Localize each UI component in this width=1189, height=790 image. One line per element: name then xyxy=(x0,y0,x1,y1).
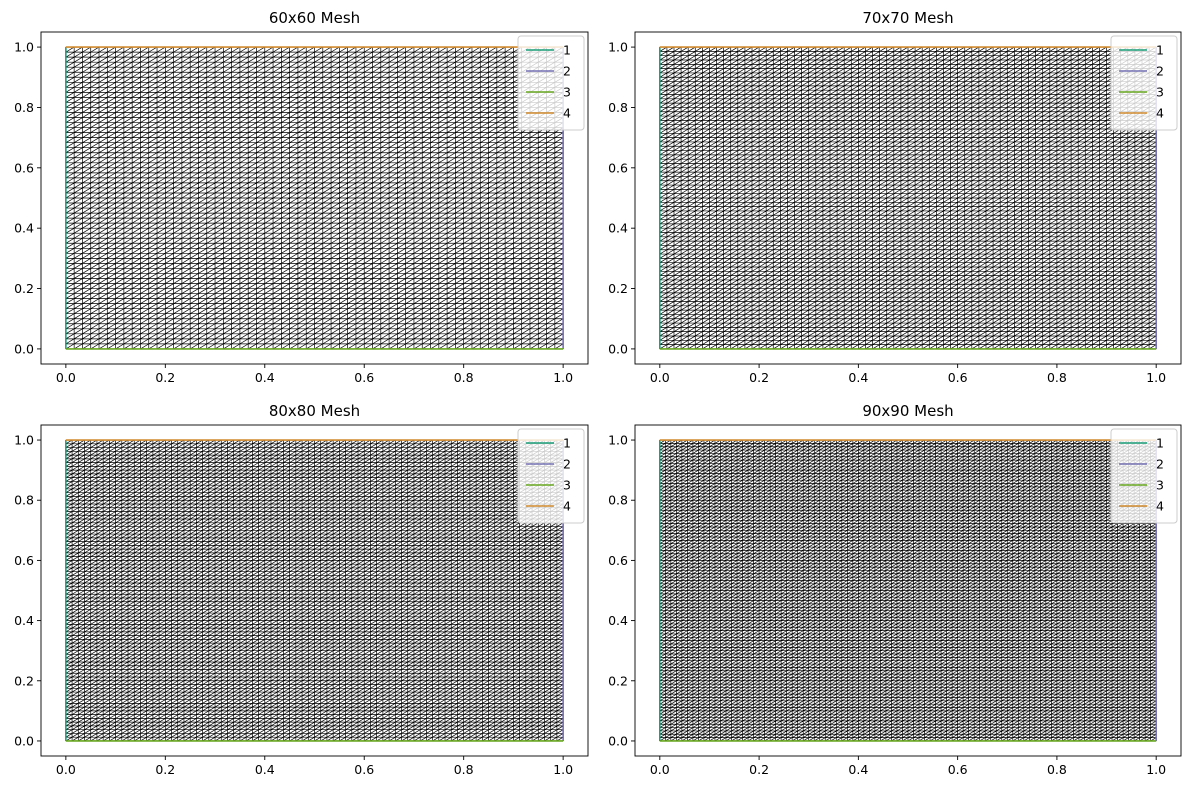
y-tick-label: 0.0 xyxy=(14,733,34,748)
legend-label-1: 1 xyxy=(563,43,571,58)
x-tick-label: 0.6 xyxy=(948,762,968,777)
legend-box xyxy=(1110,35,1178,131)
x-tick-label: 0.4 xyxy=(255,370,275,385)
x-tick-label: 0.2 xyxy=(749,370,769,385)
mesh-elements xyxy=(659,439,1157,742)
y-tick-label: 0.4 xyxy=(14,221,34,236)
x-tick-label: 0.6 xyxy=(948,370,968,385)
y-tick-label: 0.8 xyxy=(14,493,34,508)
legend-box xyxy=(517,35,585,131)
mesh-panel-2: 0.0 0.2 0.4 0.6 0.8 1.0 0.0 0.2 0.4 0.6 0.8 1.0 70x7… xyxy=(608,9,1182,385)
x-tick-label: 0.8 xyxy=(1047,762,1067,777)
y-tick-label: 0.0 xyxy=(608,733,628,748)
panel-title: 60x60 Mesh xyxy=(269,9,360,27)
y-tick-label: 0.4 xyxy=(608,613,628,628)
legend-label-3: 3 xyxy=(1156,478,1164,493)
y-tick-label: 0.2 xyxy=(14,673,34,688)
panel-title: 70x70 Mesh xyxy=(862,9,953,27)
x-tick-label: 1.0 xyxy=(553,370,573,385)
x-tick-label: 0.8 xyxy=(1047,370,1067,385)
legend-label-3: 3 xyxy=(563,478,571,493)
legend-label-3: 3 xyxy=(1156,85,1164,100)
x-tick-label: 0.6 xyxy=(354,370,374,385)
legend-box xyxy=(517,428,585,524)
legend-label-2: 2 xyxy=(1156,64,1164,79)
y-tick-label: 0.8 xyxy=(14,100,34,115)
y-tick-label: 1.0 xyxy=(608,40,628,55)
y-tick-label: 1.0 xyxy=(14,433,34,448)
x-tick-label: 0.6 xyxy=(354,762,374,777)
legend-label-4: 4 xyxy=(563,499,571,514)
y-tick-label: 0.6 xyxy=(608,553,628,568)
mesh-panel-1: 0.0 0.2 0.4 0.6 0.8 1.0 0.0 0.2 0.4 0.6 0.8 1.0 60x6… xyxy=(14,9,589,385)
mesh-elements xyxy=(65,46,564,350)
x-tick-label: 1.0 xyxy=(1146,762,1166,777)
y-tick-label: 0.2 xyxy=(608,281,628,296)
panel-title: 90x90 Mesh xyxy=(862,402,953,420)
y-tick-label: 0.2 xyxy=(608,673,628,688)
x-tick-label: 0.4 xyxy=(848,762,868,777)
y-tick-label: 0.0 xyxy=(608,341,628,356)
x-tick-label: 0.8 xyxy=(454,762,474,777)
legend: 1 2 3 4 xyxy=(517,35,585,131)
legend-label-2: 2 xyxy=(1156,457,1164,472)
legend-label-4: 4 xyxy=(563,106,571,121)
axes-frame xyxy=(634,31,1182,365)
x-tick-label: 0.2 xyxy=(155,762,175,777)
x-tick-label: 0.0 xyxy=(650,762,670,777)
x-tick-label: 0.0 xyxy=(56,762,76,777)
y-tick-label: 0.8 xyxy=(608,100,628,115)
x-tick-label: 0.4 xyxy=(255,762,275,777)
y-tick-label: 0.2 xyxy=(14,281,34,296)
panel-title: 80x80 Mesh xyxy=(269,402,360,420)
axes-frame xyxy=(40,424,589,757)
x-tick-label: 1.0 xyxy=(1146,370,1166,385)
legend-label-2: 2 xyxy=(563,64,571,79)
legend: 1 2 3 4 xyxy=(517,428,585,524)
y-tick-label: 1.0 xyxy=(14,40,34,55)
legend-label-1: 1 xyxy=(1156,43,1164,58)
legend-box xyxy=(1110,428,1178,524)
legend-label-4: 4 xyxy=(1156,499,1164,514)
axes-frame xyxy=(634,424,1182,757)
y-tick-label: 0.8 xyxy=(608,493,628,508)
legend-label-2: 2 xyxy=(563,457,571,472)
mesh-elements xyxy=(65,439,564,742)
legend: 1 2 3 4 xyxy=(1110,35,1178,131)
y-tick-label: 0.0 xyxy=(14,341,34,356)
legend: 1 2 3 4 xyxy=(1110,428,1178,524)
x-tick-label: 0.0 xyxy=(56,370,76,385)
legend-label-4: 4 xyxy=(1156,106,1164,121)
x-tick-label: 0.8 xyxy=(454,370,474,385)
y-tick-label: 0.4 xyxy=(608,221,628,236)
y-tick-label: 0.6 xyxy=(14,553,34,568)
x-tick-label: 0.0 xyxy=(650,370,670,385)
mesh-elements xyxy=(659,46,1157,350)
x-tick-label: 0.2 xyxy=(749,762,769,777)
axes-frame xyxy=(40,31,589,365)
legend-label-3: 3 xyxy=(563,85,571,100)
x-tick-label: 1.0 xyxy=(553,762,573,777)
y-tick-label: 0.6 xyxy=(14,160,34,175)
y-tick-label: 1.0 xyxy=(608,433,628,448)
x-tick-label: 0.2 xyxy=(155,370,175,385)
mesh-panel-3: 0.0 0.2 0.4 0.6 0.8 1.0 0.0 0.2 0.4 0.6 0.8 1.0 80x8… xyxy=(14,402,589,777)
mesh-panel-4: 0.0 0.2 0.4 0.6 0.8 1.0 0.0 0.2 0.4 0.6 0.8 1.0 90x9… xyxy=(608,402,1182,777)
y-tick-label: 0.6 xyxy=(608,160,628,175)
legend-label-1: 1 xyxy=(563,436,571,451)
legend-label-1: 1 xyxy=(1156,436,1164,451)
y-tick-label: 0.4 xyxy=(14,613,34,628)
x-tick-label: 0.4 xyxy=(848,370,868,385)
